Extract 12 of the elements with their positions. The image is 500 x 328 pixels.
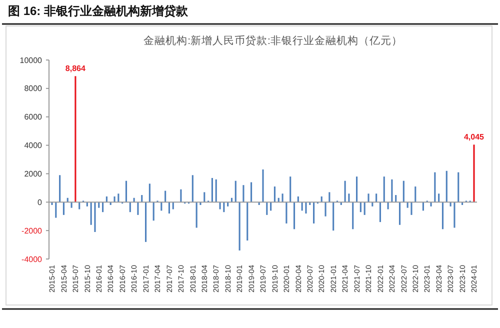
- chart-title: 图 16: 非银行业金融机构新增贷款: [8, 4, 190, 18]
- y-tick-label: 10000: [20, 56, 43, 65]
- data-label: 8,864: [65, 64, 86, 74]
- y-tick-label: 0: [38, 198, 43, 207]
- y-tick-label: 2000: [24, 170, 43, 179]
- y-tick-label: 4000: [24, 141, 43, 150]
- chart-subtitle: 金融机构:新增人民币贷款:非银行业金融机构（亿元）: [144, 34, 402, 47]
- y-tick-label: 8000: [24, 84, 43, 94]
- y-tick-label: -2000: [22, 226, 43, 236]
- y-tick-label: -4000: [22, 254, 43, 264]
- data-label: 4,045: [464, 132, 485, 142]
- y-tick-label: 6000: [24, 112, 43, 122]
